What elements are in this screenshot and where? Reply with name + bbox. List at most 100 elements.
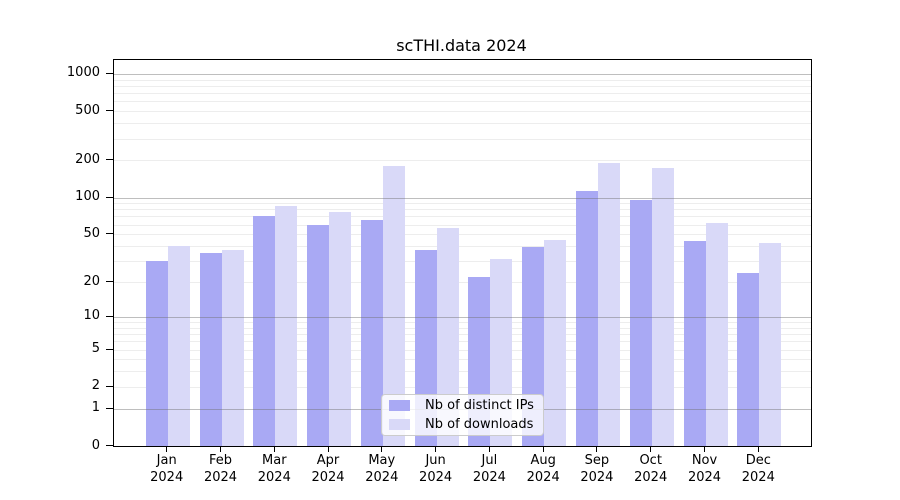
x-tick-mark-jun xyxy=(435,446,437,452)
bar-distinct-ips-apr xyxy=(307,224,329,446)
x-tick-label-jun: Jun 2024 xyxy=(419,453,453,485)
bar-distinct-ips-feb xyxy=(199,253,222,446)
x-tick-mark-may xyxy=(381,446,383,452)
y-tick-label-20: 20 xyxy=(83,273,100,289)
gridline-minor-2 xyxy=(114,386,811,388)
gridline-minor-30 xyxy=(114,261,811,263)
gridline-major-10 xyxy=(114,316,811,318)
legend-swatch-distinct-ips xyxy=(389,400,410,411)
x-tick-mark-feb xyxy=(220,446,221,452)
bar-downloads-aug xyxy=(544,239,567,446)
gridline-minor-80 xyxy=(114,209,811,211)
bar-downloads-feb xyxy=(221,250,244,446)
gridline-minor-70 xyxy=(114,216,811,218)
x-tick-mark-jul xyxy=(488,446,490,452)
bar-distinct-ips-sep xyxy=(575,191,598,446)
gridline-minor-20 xyxy=(114,282,811,283)
bar-downloads-oct xyxy=(651,167,674,446)
y-tick-label-5: 5 xyxy=(91,341,100,356)
gridline-minor-60 xyxy=(114,224,811,226)
bar-downloads-nov xyxy=(705,222,728,446)
gridline-minor-200 xyxy=(114,160,811,162)
x-tick-label-oct: Oct 2024 xyxy=(634,453,668,485)
bar-downloads-may xyxy=(382,165,405,446)
y-tick-mark-200 xyxy=(106,159,113,161)
x-tick-mark-mar xyxy=(273,446,275,452)
gridline-minor-800 xyxy=(114,85,811,87)
legend-item-distinct-ips: Nb of distinct IPs xyxy=(382,397,543,414)
chart-title: scTHI.data 2024 xyxy=(396,36,527,55)
gridline-minor-900 xyxy=(114,79,811,81)
x-tick-label-sep: Sep 2024 xyxy=(580,453,614,485)
y-tick-mark-1000 xyxy=(106,72,113,74)
gridline-major-1000 xyxy=(114,73,811,75)
gridline-minor-50 xyxy=(114,234,811,236)
gridline-minor-9 xyxy=(114,322,811,323)
x-tick-mark-nov xyxy=(704,446,705,452)
bar-distinct-ips-jan xyxy=(145,261,168,446)
legend-label-distinct-ips: Nb of distinct IPs xyxy=(425,398,534,413)
y-tick-label-100: 100 xyxy=(75,189,100,204)
y-tick-mark-20 xyxy=(106,281,113,282)
bar-distinct-ips-mar xyxy=(253,215,276,446)
gridlines-minor xyxy=(114,60,811,446)
y-tick-label-1000: 1000 xyxy=(66,65,100,81)
legend: Nb of distinct IPs Nb of downloads xyxy=(381,394,544,436)
x-tick-label-jul: Jul 2024 xyxy=(472,453,506,485)
y-tick-label-50: 50 xyxy=(83,225,100,241)
gridline-minor-300 xyxy=(114,138,811,140)
gridline-minor-5 xyxy=(114,349,811,351)
x-tick-label-dec: Dec 2024 xyxy=(741,453,775,485)
y-tick-label-500: 500 xyxy=(75,102,100,118)
y-tick-label-0: 0 xyxy=(91,437,100,453)
gridline-minor-90 xyxy=(114,203,811,205)
gridline-minor-400 xyxy=(114,123,811,125)
gridline-minor-3 xyxy=(114,371,811,373)
bar-downloads-sep xyxy=(597,163,620,446)
y-tick-mark-100 xyxy=(106,196,113,198)
gridline-minor-40 xyxy=(114,246,811,247)
gridline-minor-500 xyxy=(114,111,811,113)
bar-distinct-ips-nov xyxy=(683,241,706,446)
x-tick-mark-apr xyxy=(327,446,329,452)
gridline-minor-8 xyxy=(114,327,811,329)
x-tick-label-apr: Apr 2024 xyxy=(311,453,345,485)
bar-downloads-jan xyxy=(167,246,190,446)
plot-area: Nb of distinct IPs Nb of downloads xyxy=(113,59,812,447)
y-tick-label-1: 1 xyxy=(91,400,100,416)
x-tick-label-aug: Aug 2024 xyxy=(526,453,560,485)
y-tick-mark-500 xyxy=(106,110,113,112)
x-tick-label-jan: Jan 2024 xyxy=(150,453,184,485)
y-tick-label-10: 10 xyxy=(83,308,100,324)
gridline-major-100 xyxy=(114,197,811,199)
x-tick-label-feb: Feb 2024 xyxy=(203,453,238,485)
bar-downloads-dec xyxy=(759,243,782,446)
y-tick-mark-1 xyxy=(106,407,113,409)
bar-distinct-ips-dec xyxy=(737,272,760,446)
x-tick-mark-aug xyxy=(542,446,544,452)
x-tick-label-may: May 2024 xyxy=(365,453,399,485)
y-tick-mark-2 xyxy=(106,385,113,387)
bar-distinct-ips-oct xyxy=(629,200,652,446)
y-tick-mark-50 xyxy=(106,233,113,235)
gridline-minor-4 xyxy=(114,359,811,361)
legend-item-downloads: Nb of downloads xyxy=(382,416,543,433)
x-tick-label-mar: Mar 2024 xyxy=(257,453,291,485)
x-tick-label-nov: Nov 2024 xyxy=(687,453,722,485)
x-tick-mark-jan xyxy=(166,446,168,452)
gridline-minor-700 xyxy=(114,93,811,95)
bar-distinct-ips-may xyxy=(360,220,383,446)
x-tick-mark-oct xyxy=(650,446,652,452)
legend-swatch-downloads xyxy=(389,419,410,430)
gridline-minor-7 xyxy=(114,334,811,335)
x-tick-mark-dec xyxy=(757,446,759,452)
y-tick-label-2: 2 xyxy=(91,378,100,394)
bar-downloads-jun xyxy=(436,228,459,446)
x-tick-mark-sep xyxy=(596,446,598,452)
y-tick-mark-10 xyxy=(106,315,113,317)
gridline-minor-6 xyxy=(114,341,811,343)
y-tick-mark-0 xyxy=(106,445,113,446)
